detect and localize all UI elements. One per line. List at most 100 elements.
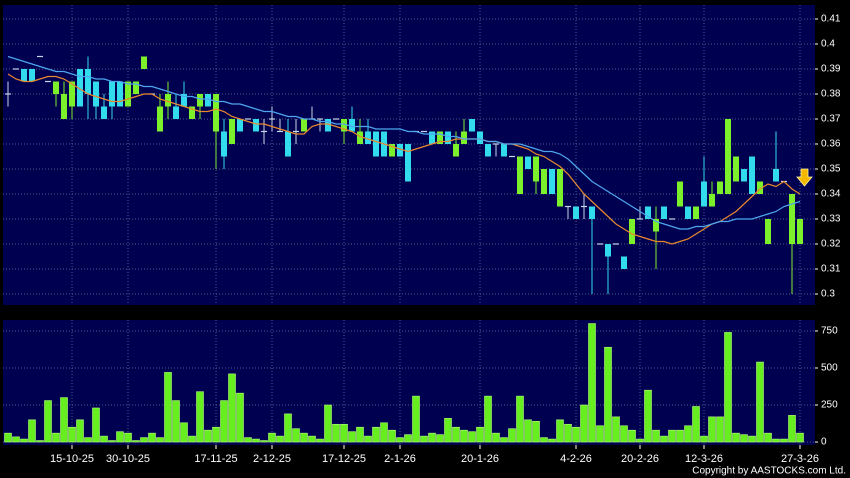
candle-body: [453, 144, 459, 157]
y-tick-label: 750: [821, 326, 838, 337]
y-tick-label: 500: [821, 363, 838, 374]
candle-body: [21, 69, 27, 82]
volume-bar: [356, 426, 364, 443]
candle-body: [213, 94, 219, 132]
volume-bar: [244, 437, 252, 443]
candle-body: [197, 94, 203, 107]
candle-body: [69, 81, 75, 107]
candle-body: [501, 144, 507, 157]
y-tick-label: 0.34: [821, 189, 841, 200]
volume-bar: [308, 435, 316, 443]
volume-bar: [284, 413, 292, 443]
volume-bar: [236, 392, 244, 443]
candle-body: [557, 169, 563, 207]
candle-body: [53, 81, 59, 94]
volume-bar: [628, 429, 636, 443]
candle-body: [429, 131, 435, 144]
candle-body: [709, 194, 715, 207]
candle-body: [757, 181, 763, 194]
volume-bar: [212, 426, 220, 443]
volume-bar: [12, 436, 20, 443]
volume-bar: [332, 423, 340, 443]
candle-body: [645, 206, 651, 219]
y-tick-label: 0.32: [821, 239, 841, 250]
candle-body: [109, 81, 115, 107]
volume-bar: [412, 395, 420, 443]
volume-bar: [156, 437, 164, 443]
candle-body: [325, 119, 331, 132]
candle-body: [397, 144, 403, 157]
volume-bar: [84, 437, 92, 443]
candle-body: [349, 119, 355, 132]
y-tick-label: 0.4: [821, 39, 835, 50]
volume-bar: [20, 438, 28, 443]
volume-bar: [300, 432, 308, 443]
candle-body: [77, 69, 83, 107]
volume-bar: [612, 416, 620, 443]
candle-body: [125, 81, 131, 107]
volume-bar: [68, 426, 76, 443]
candle-body: [733, 156, 739, 182]
candle-body: [589, 206, 595, 219]
signal-arrow: [796, 168, 813, 187]
candle-body: [61, 94, 67, 119]
candle-body: [157, 106, 163, 132]
volume-bar: [548, 438, 556, 443]
candle-body: [85, 69, 91, 94]
volume-bar: [564, 423, 572, 443]
volume-bar: [492, 432, 500, 443]
candle-body: [141, 56, 147, 69]
volume-bar: [380, 422, 388, 443]
candle-body: [661, 206, 667, 219]
volume-bar: [500, 437, 508, 443]
volume-bar: [596, 425, 604, 443]
volume-bar: [76, 419, 84, 443]
volume-bar: [460, 429, 468, 443]
volume-bar: [444, 418, 452, 443]
volume-bar: [652, 429, 660, 443]
candle-body: [237, 119, 243, 132]
volume-bar: [44, 400, 52, 443]
candle-body: [461, 131, 467, 144]
candle-body: [533, 156, 539, 182]
volume-bar: [644, 389, 652, 443]
volume-bar: [148, 432, 156, 443]
candle-body: [101, 106, 107, 119]
moving-average-line: [7, 73, 801, 245]
volume-bar: [164, 372, 172, 443]
candle-body: [29, 69, 35, 82]
volume-bar: [132, 440, 140, 443]
candle-body: [573, 206, 579, 219]
volume-bar: [228, 373, 236, 443]
volume-bar: [476, 426, 484, 443]
candle-body: [621, 256, 627, 269]
volume-bar: [524, 419, 532, 443]
volume-bar: [292, 428, 300, 443]
candle-body: [341, 119, 347, 132]
volume-bar: [684, 425, 692, 443]
candle-body: [133, 81, 139, 94]
candle-body: [181, 94, 187, 107]
x-tick-label: 27-3-26: [781, 453, 819, 465]
candle-body: [789, 194, 795, 244]
volume-bar: [172, 400, 180, 443]
volume-bar: [196, 391, 204, 443]
candle-body: [773, 169, 779, 182]
volume-bar: [372, 426, 380, 443]
volume-bar: [716, 416, 724, 443]
volume-bar: [772, 438, 780, 443]
x-tick-label: 20-1-26: [461, 453, 499, 465]
volume-bar: [604, 346, 612, 443]
volume-bar: [636, 438, 644, 443]
candle-body: [549, 169, 555, 194]
volume-panel: [3, 320, 815, 445]
volume-bar: [700, 435, 708, 443]
candle-body: [477, 131, 483, 144]
volume-bar: [572, 426, 580, 443]
x-tick-label: 12-3-26: [685, 453, 723, 465]
candle-body: [93, 81, 99, 107]
volume-bar: [676, 429, 684, 443]
volume-bar: [220, 400, 228, 443]
volume-bar: [708, 416, 716, 443]
